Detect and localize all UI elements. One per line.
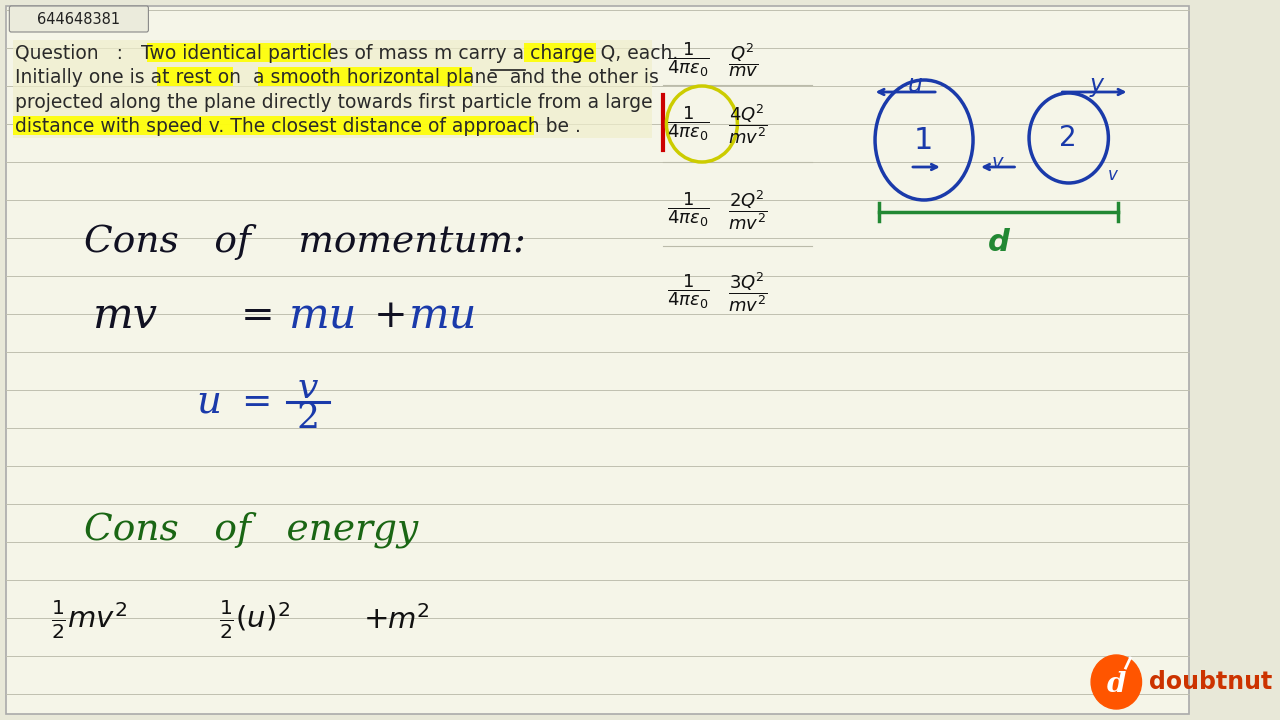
Text: Cons   of    momentum:: Cons of momentum: — [84, 224, 526, 260]
Circle shape — [1091, 655, 1142, 709]
Bar — [524, 43, 596, 62]
Text: y: y — [1089, 73, 1103, 97]
Text: $\dfrac{1}{4\pi\varepsilon_0}$: $\dfrac{1}{4\pi\varepsilon_0}$ — [667, 191, 710, 230]
Text: Initially one is at rest on  a smooth horizontal plane  and the other is: Initially one is at rest on a smooth hor… — [15, 68, 659, 86]
Text: v: v — [298, 371, 319, 405]
Text: projected along the plane directly towards first particle from a large: projected along the plane directly towar… — [15, 92, 653, 112]
Text: $\dfrac{2Q^2}{mv^2}$: $\dfrac{2Q^2}{mv^2}$ — [728, 188, 768, 232]
Text: doubtnut: doubtnut — [1149, 670, 1272, 694]
Text: mu: mu — [289, 295, 358, 337]
Text: u: u — [196, 384, 221, 420]
Text: $1$: $1$ — [913, 125, 932, 155]
Text: v: v — [991, 153, 1002, 171]
Bar — [13, 40, 653, 138]
Text: v: v — [1107, 166, 1117, 184]
Text: +: + — [364, 606, 389, 634]
Text: $\frac{1}{2}mv^2$: $\frac{1}{2}mv^2$ — [51, 599, 128, 642]
Text: $\dfrac{3Q^2}{mv^2}$: $\dfrac{3Q^2}{mv^2}$ — [728, 270, 768, 314]
FancyBboxPatch shape — [9, 6, 148, 32]
Text: $\dfrac{1}{4\pi\varepsilon_0}$: $\dfrac{1}{4\pi\varepsilon_0}$ — [667, 40, 710, 79]
Text: mv: mv — [93, 295, 159, 337]
Text: $\dfrac{4Q^2}{mv^2}$: $\dfrac{4Q^2}{mv^2}$ — [728, 102, 768, 146]
Text: 644648381: 644648381 — [37, 12, 120, 27]
Text: 2: 2 — [297, 401, 320, 435]
Text: =: = — [241, 297, 275, 335]
Text: d: d — [1107, 670, 1126, 698]
Text: $\dfrac{1}{4\pi\varepsilon_0}$: $\dfrac{1}{4\pi\varepsilon_0}$ — [667, 273, 710, 311]
Text: Question   :   Two identical particles of mass m carry a charge Q, each.: Question : Two identical particles of ma… — [15, 43, 678, 63]
Text: $m^2$: $m^2$ — [388, 605, 430, 635]
Text: =: = — [241, 385, 271, 419]
Text: $\dfrac{1}{4\pi\varepsilon_0}$: $\dfrac{1}{4\pi\varepsilon_0}$ — [667, 104, 710, 143]
Text: Cons   of   energy: Cons of energy — [84, 512, 419, 548]
Text: $\frac{1}{2}(u)^2$: $\frac{1}{2}(u)^2$ — [219, 599, 291, 642]
Text: u: u — [908, 73, 922, 97]
Text: d: d — [988, 228, 1010, 257]
Bar — [13, 116, 534, 135]
Text: +: + — [374, 297, 407, 335]
Text: $2$: $2$ — [1059, 124, 1075, 152]
Text: $\dfrac{Q^2}{mv}$: $\dfrac{Q^2}{mv}$ — [728, 41, 759, 79]
Text: mu: mu — [408, 295, 477, 337]
Bar — [257, 67, 472, 86]
Text: distance with speed v. The closest distance of approach be .: distance with speed v. The closest dista… — [15, 117, 581, 135]
Bar — [157, 67, 233, 86]
Bar — [147, 43, 332, 62]
